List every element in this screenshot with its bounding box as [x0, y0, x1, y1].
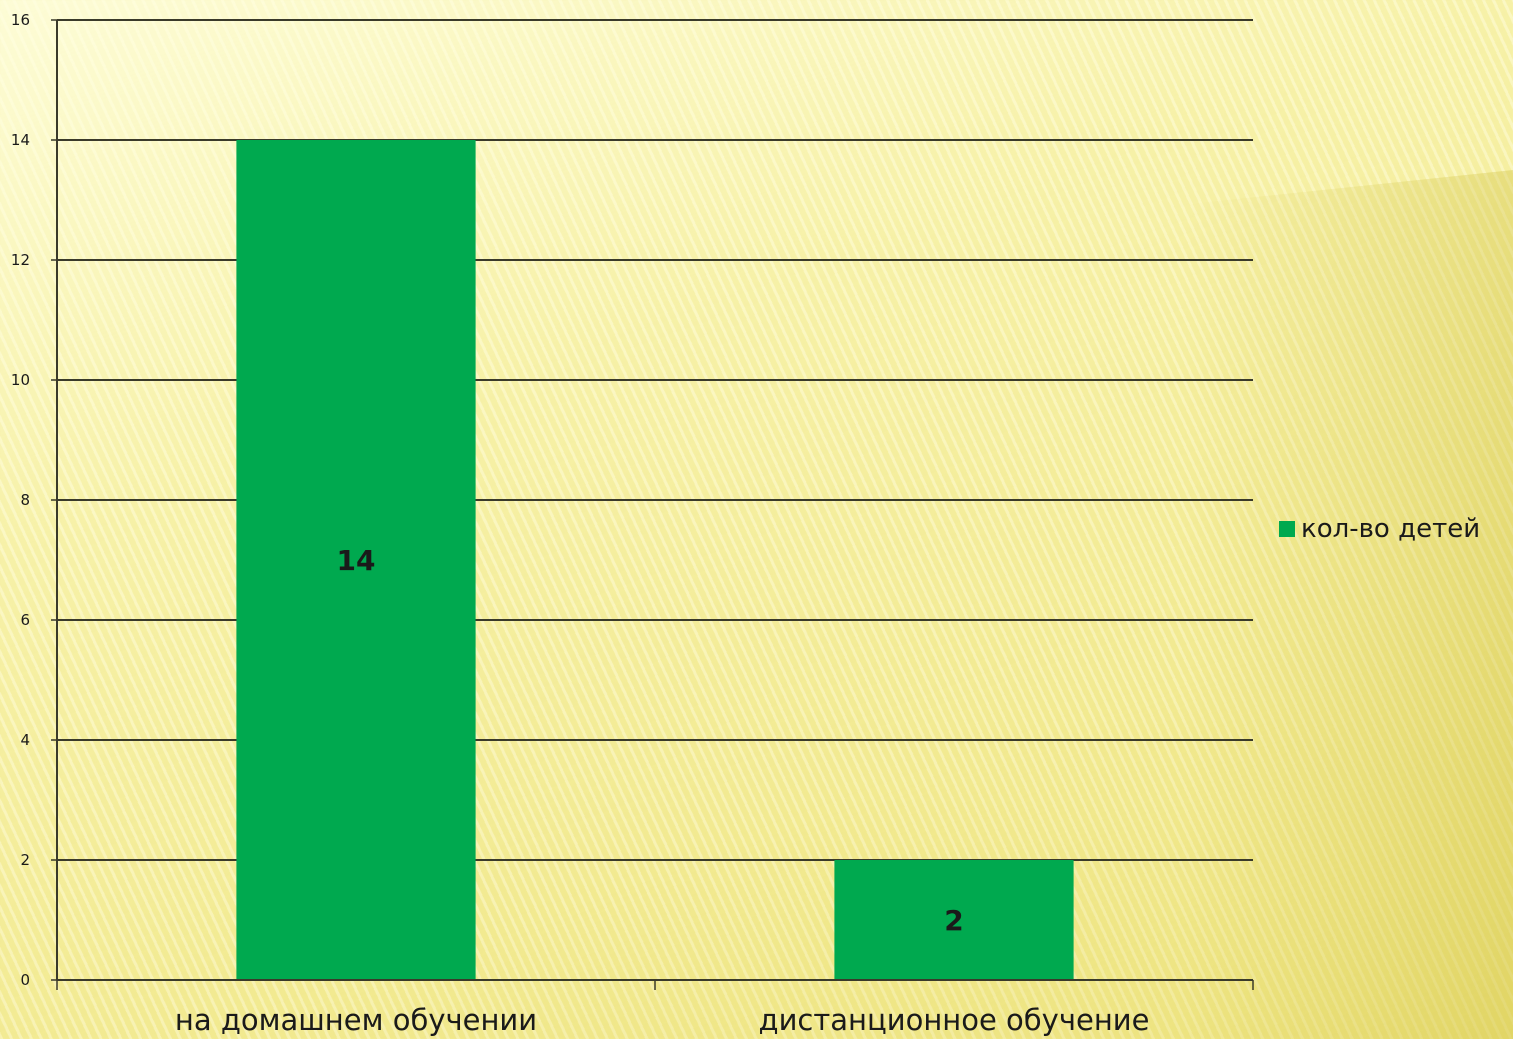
- axes: [51, 19, 1254, 990]
- bars: [236, 140, 1074, 980]
- data-label: 2: [944, 904, 963, 937]
- labels: 0 2 4 6 8 10 12 14 16 14 на домашнем обучении 2 дист…: [11, 11, 1150, 1037]
- y-tick-label: 2: [20, 851, 30, 869]
- legend-label: кол-во детей: [1301, 514, 1481, 544]
- bar: [236, 140, 476, 980]
- y-tick-label: 14: [11, 131, 30, 149]
- x-tick-label: дистанционное обучение: [759, 1003, 1150, 1037]
- y-tick-label: 4: [20, 731, 30, 749]
- y-tick-label: 16: [11, 11, 30, 29]
- legend: кол-во детей: [1279, 514, 1480, 544]
- y-tick-label: 0: [20, 971, 30, 989]
- data-label: 14: [337, 544, 376, 577]
- y-tick-label: 10: [11, 371, 30, 389]
- y-tick-label: 12: [11, 251, 30, 269]
- legend-swatch: [1279, 521, 1295, 537]
- x-tick-label: на домашнем обучении: [175, 1003, 537, 1037]
- y-tick-label: 6: [20, 611, 30, 629]
- y-tick-label: 8: [20, 491, 30, 509]
- bar: [834, 860, 1074, 980]
